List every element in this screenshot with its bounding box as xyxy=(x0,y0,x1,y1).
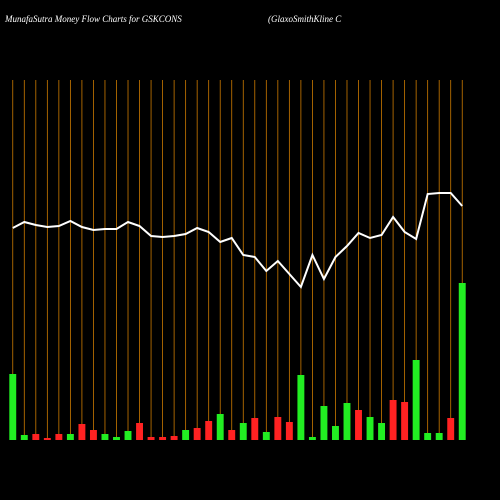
bar xyxy=(366,417,374,440)
bar xyxy=(9,374,17,440)
bar xyxy=(458,283,466,440)
bar xyxy=(435,433,443,440)
bar xyxy=(412,360,420,440)
bar xyxy=(228,430,236,440)
bar xyxy=(355,410,362,440)
bar xyxy=(20,435,28,440)
bar xyxy=(320,406,328,440)
bar xyxy=(136,423,143,440)
bar xyxy=(424,433,432,440)
bar xyxy=(389,400,397,440)
bar xyxy=(78,424,86,440)
bar xyxy=(193,428,201,440)
chart-subtitle: (GlaxoSmithKline C xyxy=(268,14,342,24)
bar xyxy=(182,430,190,440)
bar xyxy=(274,417,282,440)
bar xyxy=(251,418,259,440)
bar xyxy=(89,430,97,440)
bar xyxy=(216,414,224,440)
bar xyxy=(285,422,293,440)
bar xyxy=(55,434,63,440)
bar xyxy=(170,436,178,440)
bar xyxy=(447,418,455,440)
bar xyxy=(124,431,132,440)
chart-title: MunafaSutra Money Flow Charts for GSKCON… xyxy=(4,14,182,24)
bar xyxy=(401,402,409,440)
bar xyxy=(343,403,351,440)
bar xyxy=(66,434,74,440)
bar xyxy=(262,432,270,440)
bar xyxy=(147,437,155,440)
bar xyxy=(378,423,386,440)
bar xyxy=(32,434,40,440)
bar xyxy=(101,434,109,440)
bar xyxy=(308,437,316,440)
bar xyxy=(239,423,247,440)
bar xyxy=(332,426,339,440)
money-flow-line xyxy=(12,192,463,289)
bar xyxy=(297,375,305,440)
bar xyxy=(205,421,213,440)
bar xyxy=(159,437,167,440)
bar xyxy=(113,437,120,440)
bar xyxy=(43,438,51,440)
